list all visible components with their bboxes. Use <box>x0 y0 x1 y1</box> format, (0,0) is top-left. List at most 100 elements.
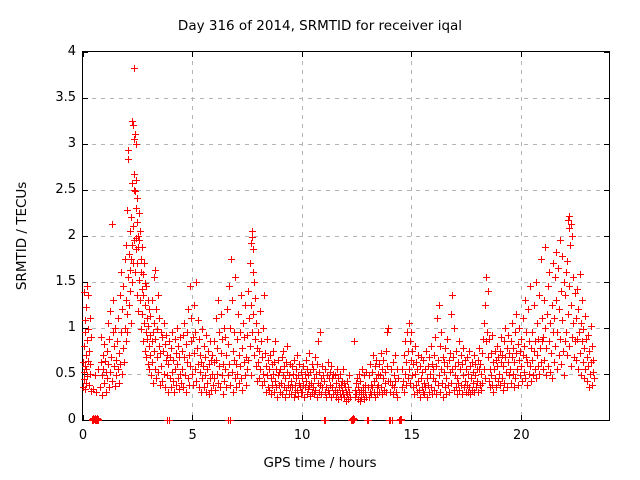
data-point <box>589 342 597 350</box>
data-point <box>227 416 235 424</box>
x-tick-mark <box>411 415 413 420</box>
data-point <box>489 381 497 389</box>
data-point <box>514 341 522 349</box>
data-point <box>381 368 389 376</box>
data-point <box>446 388 454 396</box>
data-point <box>493 363 501 371</box>
data-point <box>306 392 314 400</box>
data-point <box>218 372 226 380</box>
data-point <box>545 283 553 291</box>
data-point <box>125 301 133 309</box>
data-point <box>179 331 187 339</box>
data-point <box>366 372 374 380</box>
data-point <box>360 372 368 380</box>
data-point <box>287 377 295 385</box>
data-point <box>431 352 439 360</box>
data-point <box>324 359 332 367</box>
data-point <box>84 357 92 365</box>
data-point <box>195 317 202 325</box>
data-point <box>187 363 195 371</box>
data-point <box>468 375 476 383</box>
data-point <box>558 252 566 260</box>
data-point <box>379 390 387 398</box>
data-point <box>274 393 282 401</box>
data-point <box>530 347 538 355</box>
data-point <box>562 292 570 300</box>
data-point <box>253 363 261 371</box>
data-point <box>118 370 126 378</box>
data-point <box>585 363 593 371</box>
data-point <box>214 344 222 352</box>
data-point <box>143 315 151 323</box>
data-point <box>184 329 192 337</box>
data-point <box>336 390 344 398</box>
data-point <box>369 352 377 360</box>
data-point <box>555 264 563 272</box>
data-point <box>553 365 561 373</box>
data-point <box>94 365 102 373</box>
data-point <box>185 306 193 314</box>
data-point <box>174 375 182 383</box>
data-point <box>491 347 499 355</box>
data-point <box>427 342 435 350</box>
x-tick-mark <box>520 52 522 57</box>
data-point <box>163 331 171 339</box>
data-point <box>234 335 241 343</box>
data-point <box>426 370 434 378</box>
data-point <box>259 324 267 332</box>
y-tick-mark <box>604 235 609 237</box>
data-point <box>151 347 159 355</box>
data-point <box>147 313 155 321</box>
chart-title: Day 316 of 2014, SRMTID for receiver iqa… <box>177 18 463 34</box>
data-point <box>129 223 137 231</box>
data-point <box>311 375 319 383</box>
data-point <box>143 353 151 361</box>
x-tick-label: 20 <box>513 428 530 443</box>
data-point <box>227 324 235 332</box>
data-point <box>284 342 292 350</box>
data-point <box>436 372 444 380</box>
data-point <box>371 363 379 371</box>
data-point <box>270 388 278 396</box>
data-point <box>139 271 147 279</box>
data-point <box>162 356 170 364</box>
data-point <box>249 329 257 337</box>
data-point <box>458 361 466 369</box>
data-point <box>321 416 329 424</box>
data-point <box>167 384 175 392</box>
data-point <box>565 216 573 224</box>
data-point <box>544 363 552 371</box>
data-point <box>173 381 181 389</box>
data-point <box>117 361 125 369</box>
data-point <box>211 375 218 383</box>
data-point <box>289 370 297 378</box>
data-point <box>541 324 549 332</box>
data-point <box>131 170 139 178</box>
data-point <box>123 241 131 249</box>
y-tick-mark <box>83 143 88 145</box>
data-point <box>569 273 577 281</box>
data-point <box>215 379 223 387</box>
data-point <box>193 377 201 385</box>
data-point <box>115 315 122 323</box>
data-point <box>356 398 364 406</box>
data-point <box>148 296 156 304</box>
data-point <box>539 365 547 373</box>
data-point <box>231 273 239 281</box>
data-point <box>570 319 578 327</box>
data-point <box>152 306 160 314</box>
data-point <box>124 329 132 337</box>
data-point <box>536 370 544 378</box>
data-point <box>137 227 145 235</box>
data-point <box>138 285 146 293</box>
data-point <box>445 356 453 364</box>
data-point <box>132 269 140 277</box>
data-point <box>173 324 181 332</box>
data-point <box>177 370 185 378</box>
data-point <box>401 388 409 396</box>
data-point <box>505 331 513 339</box>
data-point <box>191 301 199 309</box>
data-point <box>154 292 162 300</box>
data-point <box>559 317 567 325</box>
data-point <box>476 344 484 352</box>
